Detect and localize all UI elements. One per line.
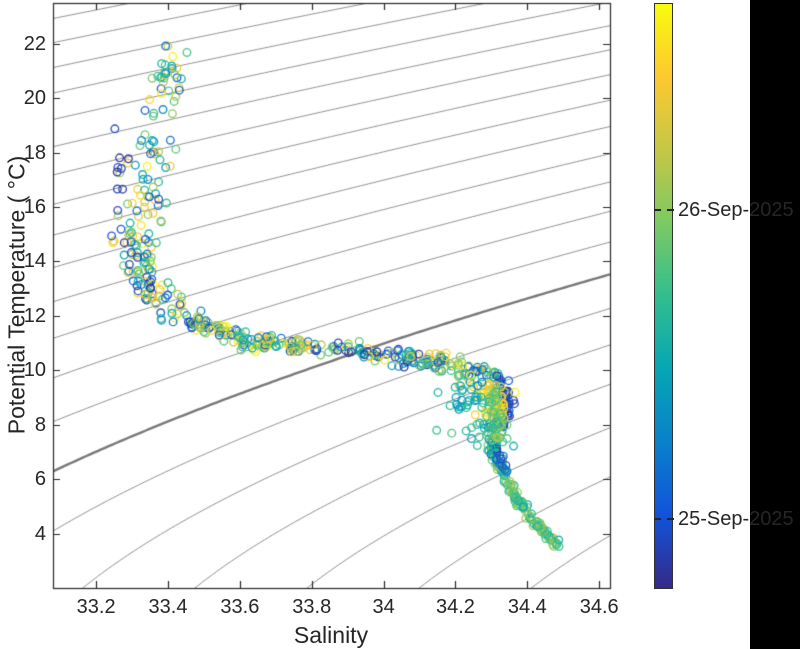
x-tick-label: 33.8: [292, 596, 332, 618]
x-axis-label: Salinity: [293, 622, 369, 648]
y-tick-label: 16: [23, 196, 46, 219]
x-tick-label: 34.2: [436, 596, 475, 618]
x-tick-label: 34: [372, 596, 395, 618]
x-tick-label: 34.6: [579, 596, 619, 618]
y-tick-label: 4: [34, 522, 46, 545]
colorbar-tick: [667, 517, 674, 520]
colorbar-tick: [654, 209, 661, 212]
y-tick-label: 12: [23, 304, 46, 327]
colorbar-tick-label: 26-Sep-2025: [678, 199, 794, 222]
y-tick-label: 8: [34, 413, 46, 436]
colorbar-tick: [654, 517, 661, 520]
x-tick-label: 33.2: [76, 596, 116, 618]
colorbar: [654, 3, 673, 589]
y-tick-label: 6: [34, 468, 46, 491]
x-tick-label: 33.4: [148, 596, 188, 618]
colorbar-tick: [667, 209, 674, 212]
x-tick-label: 33.6: [220, 596, 260, 618]
y-tick-label: 22: [23, 32, 46, 55]
y-tick-label: 10: [23, 359, 46, 382]
y-tick-label: 14: [23, 250, 46, 273]
y-tick-label: 20: [23, 87, 46, 110]
y-tick-label: 18: [23, 141, 46, 164]
colorbar-tick-label: 25-Sep-2025: [678, 507, 794, 530]
right-black-band: [750, 0, 800, 649]
x-tick-label: 34.4: [507, 596, 547, 618]
